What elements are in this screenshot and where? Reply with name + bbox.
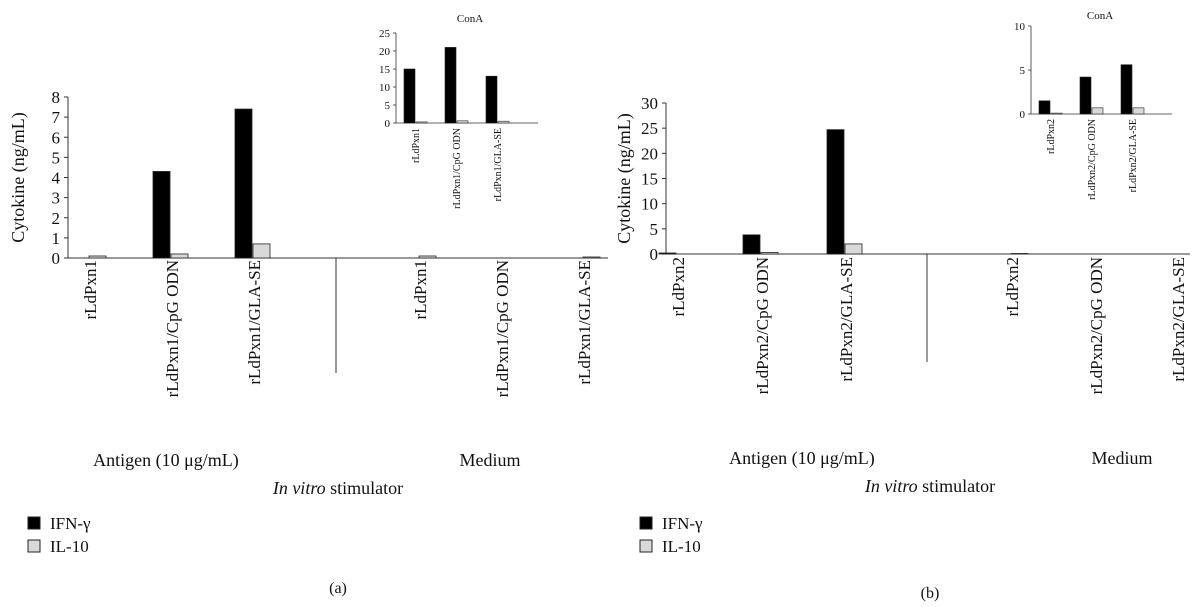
inset-category-label: rLdPxn1/GLA-SE <box>493 128 504 201</box>
bar-il-10 <box>760 252 779 255</box>
inset-y-tick-label: 20 <box>379 46 391 58</box>
panel-b: 0 5 10 15 20 25 30 Cytokine (ng/mL) rLdPxn2 rLdPx… <box>614 10 1190 602</box>
group-label: Medium <box>1092 448 1153 468</box>
legend-label: IL-10 <box>50 537 89 556</box>
y-tick-label: 1 <box>52 229 61 248</box>
panel-label: (a) <box>329 580 347 597</box>
inset-category-label: rLdPxn2 <box>1046 119 1057 154</box>
category-label: rLdPxn1/GLA-SE <box>575 260 594 385</box>
category-label: rLdPxn2/GLA-SE <box>1169 257 1188 382</box>
x-axis-label: In vitro stimulator <box>864 476 995 496</box>
category-label: rLdPxn2 <box>1003 257 1022 317</box>
bar-ifn-gamma <box>742 234 761 255</box>
panel-label: (b) <box>921 585 940 602</box>
y-tick-label: 10 <box>641 195 658 214</box>
category-label: rLdPxn1/CpG ODN <box>493 260 512 397</box>
inset-y-tick-label: 15 <box>379 64 391 76</box>
legend-swatch-il-10 <box>639 539 653 553</box>
y-tick-label: 20 <box>641 144 658 163</box>
inset-bar-il-10 <box>497 120 510 124</box>
inset-y-tick-label: 10 <box>1014 21 1026 33</box>
y-axis-label: Cytokine (ng/mL) <box>614 113 635 243</box>
inset-chart: ConA 0 5 10 rLdPxn2 rLdPxn2/CpG ODN rLdPxn2/GL… <box>1014 10 1172 200</box>
inset-bar-il-10 <box>1132 107 1145 115</box>
bar-ifn-gamma <box>658 252 677 255</box>
bar-il-10 <box>170 253 189 259</box>
y-tick-label: 5 <box>650 220 659 239</box>
inset-bar-il-10 <box>1091 107 1104 115</box>
inset-title: ConA <box>1087 10 1113 22</box>
category-label: rLdPxn1/CpG ODN <box>163 260 182 397</box>
bar-ifn-gamma <box>152 171 171 259</box>
legend-label: IFN-γ <box>50 514 91 533</box>
legend-swatch-ifn-gamma <box>639 516 653 530</box>
inset-y-tick-label: 0 <box>1020 109 1026 121</box>
y-tick-label: 3 <box>52 189 61 208</box>
y-tick-label: 15 <box>641 170 658 189</box>
y-tick-label: 6 <box>52 128 61 147</box>
inset-bar-il-10 <box>456 120 469 124</box>
bar-il-10 <box>1010 253 1029 255</box>
bar-il-10 <box>844 243 863 255</box>
inset-bar-ifn-gamma <box>485 75 498 124</box>
bar-ifn-gamma <box>234 108 253 259</box>
inset-title: ConA <box>457 13 483 25</box>
y-axis-label: Cytokine (ng/mL) <box>8 112 29 242</box>
y-tick-label: 30 <box>641 94 658 113</box>
bar-il-10 <box>252 243 271 259</box>
inset-y-tick-label: 5 <box>385 100 391 112</box>
y-tick-label: 5 <box>52 148 61 167</box>
inset-y-tick-label: 25 <box>379 28 391 40</box>
bar-il-10 <box>88 255 107 259</box>
x-axis-label: In vitro stimulator <box>272 478 403 498</box>
inset-bar-ifn-gamma <box>444 47 457 124</box>
y-tick-label: 2 <box>52 209 61 228</box>
legend-label: IFN-γ <box>662 514 703 533</box>
inset-category-label: rLdPxn1 <box>411 128 422 163</box>
y-tick-label: 4 <box>52 169 61 188</box>
category-label: rLdPxn1 <box>81 260 100 320</box>
legend-label: IL-10 <box>662 537 701 556</box>
inset-bar-ifn-gamma <box>1038 100 1051 115</box>
group-label: Antigen (10 μg/mL) <box>93 450 239 471</box>
inset-y-tick-label: 5 <box>1020 65 1026 77</box>
category-label: rLdPxn2 <box>669 257 688 317</box>
category-label: rLdPxn1 <box>411 260 430 320</box>
inset-y-tick-label: 10 <box>379 82 391 94</box>
bar-il-10 <box>418 255 437 259</box>
group-label: Medium <box>460 450 521 470</box>
inset-category-label: rLdPxn2/GLA-SE <box>1128 119 1139 192</box>
legend-swatch-il-10 <box>27 539 41 553</box>
inset-bar-ifn-gamma <box>1120 64 1133 115</box>
inset-bar-il-10 <box>1050 112 1063 115</box>
inset-bar-ifn-gamma <box>403 68 416 124</box>
inset-category-label: rLdPxn2/CpG ODN <box>1087 119 1098 200</box>
category-label: rLdPxn1/GLA-SE <box>245 260 264 385</box>
category-label: rLdPxn2/CpG ODN <box>1087 257 1106 394</box>
y-tick-label: 25 <box>641 119 658 138</box>
y-tick-label: 7 <box>52 108 61 127</box>
inset-bar-ifn-gamma <box>1079 76 1092 115</box>
y-tick-label: 0 <box>650 245 659 264</box>
inset-category-label: rLdPxn1/CpG ODN <box>452 128 463 209</box>
y-tick-label: 8 <box>52 88 61 107</box>
legend-swatch-ifn-gamma <box>27 516 41 530</box>
inset-y-tick-label: 0 <box>385 118 391 130</box>
bar-ifn-gamma <box>826 129 845 255</box>
group-label: Antigen (10 μg/mL) <box>729 448 875 469</box>
inset-chart: ConA 0 5 10 15 20 25 rLdPxn1 rLdPxn1/CpG ODN rLdP… <box>379 13 538 209</box>
bar-il-10 <box>582 256 601 259</box>
y-tick-label: 0 <box>52 249 61 268</box>
inset-bar-il-10 <box>415 121 428 124</box>
category-label: rLdPxn2/CpG ODN <box>753 257 772 394</box>
category-label: rLdPxn2/GLA-SE <box>837 257 856 382</box>
